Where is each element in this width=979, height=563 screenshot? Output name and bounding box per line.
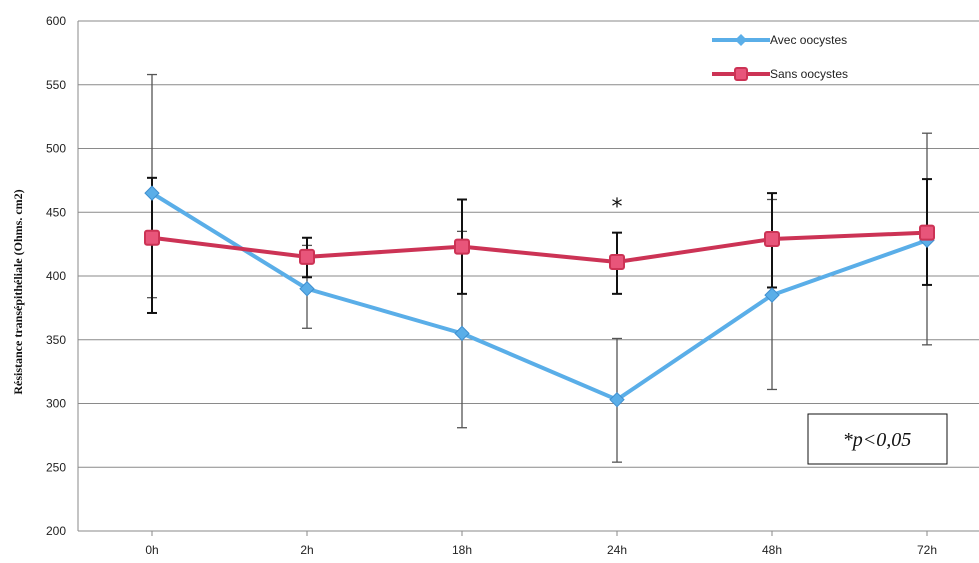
y-tick-label: 450 [46, 205, 66, 219]
data-point-sans-oocystes [454, 238, 470, 255]
data-point-sans-oocystes [144, 229, 160, 246]
gridlines [77, 20, 979, 536]
y-tick-label: 500 [46, 142, 66, 156]
error-bars [147, 73, 932, 463]
x-tick-label: 2h [300, 543, 313, 557]
x-tick-label: 48h [762, 543, 782, 557]
x-tick-label: 18h [452, 543, 472, 557]
pvalue-box-frame [807, 413, 948, 465]
data-point-avec-oocystes [764, 287, 780, 303]
data-point-avec-oocystes [299, 281, 315, 297]
data-point-avec-oocystes [609, 391, 625, 408]
significance-star: * [612, 195, 623, 220]
y-tick-labels: 200 250 300 350 400 450 500 550 600 [46, 14, 66, 538]
y-tick-label: 400 [46, 269, 66, 283]
data-point-avec-oocystes [454, 325, 470, 342]
data-point-sans-oocystes [919, 224, 935, 241]
series-line-avec-oocystes [150, 191, 928, 402]
x-tick-label: 0h [145, 543, 158, 557]
series-markers [144, 185, 935, 408]
data-point-sans-oocystes [764, 231, 780, 248]
y-tick-label: 300 [46, 397, 66, 411]
legend-label: Sans oocystes [770, 67, 848, 81]
x-tick-label: 24h [607, 543, 627, 557]
legend-label: Avec oocystes [770, 33, 847, 47]
y-tick-label: 200 [46, 524, 66, 538]
y-tick-label: 250 [46, 460, 66, 474]
data-point-sans-oocystes [609, 253, 625, 270]
series-lines [150, 191, 928, 402]
y-tick-label: 550 [46, 78, 66, 92]
legend: Avec oocystes Sans oocystes [712, 33, 848, 81]
y-tick-label: 600 [46, 14, 66, 28]
x-tick-label: 72h [917, 543, 937, 557]
y-tick-label: 350 [46, 333, 66, 347]
series-line-sans-oocystes [151, 230, 928, 264]
pvalue-text: *p<0,05 [843, 429, 912, 451]
y-axis-label: Résistance transépithéliale (Ohms. cm2) [11, 189, 25, 394]
legend-marker [734, 67, 748, 81]
data-point-sans-oocystes [299, 248, 315, 265]
pvalue-box: *p<0,05 [807, 413, 948, 465]
data-point-avec-oocystes [144, 185, 160, 201]
x-tick-labels: 0h 2h 18h 24h 48h 72h [145, 543, 937, 557]
legend-marker [735, 34, 747, 46]
